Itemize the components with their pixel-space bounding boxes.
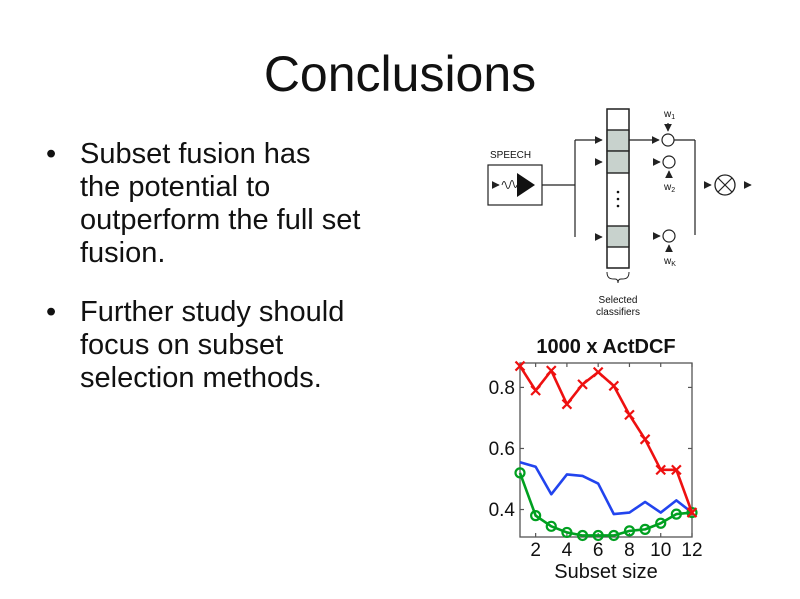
weight-label-2: w2 (663, 182, 675, 194)
marker-x (592, 366, 604, 378)
marker-o (608, 529, 620, 542)
y-tick-label: 0.6 (489, 439, 515, 460)
x-tick-label: 12 (681, 540, 702, 561)
bullet-list: • Subset fusion has the potential to out… (46, 138, 466, 421)
series-red-x (518, 365, 694, 514)
x-tick-label: 10 (650, 540, 671, 561)
marker-o (592, 529, 604, 542)
brace (606, 271, 630, 284)
x-tick-label: 8 (624, 540, 635, 561)
bullet-text: Subset fusion has the potential to outpe… (80, 138, 361, 269)
chart-xlabel: Subset size (554, 561, 657, 583)
weight-node-1 (661, 133, 675, 147)
marker-x (577, 379, 588, 390)
series-blue-line (519, 460, 693, 516)
bullet-marker: • (46, 296, 57, 328)
speech-label: SPEECH (490, 150, 531, 161)
marker-o (576, 529, 589, 542)
marker-o (686, 506, 698, 519)
series-green-o (518, 472, 693, 537)
waveform-squiggle (501, 180, 518, 189)
marker-o (514, 467, 526, 479)
marker-x (624, 409, 635, 421)
marker-x (545, 365, 557, 376)
marker-x (686, 507, 698, 518)
y-tick-label: 0.8 (489, 378, 515, 399)
weight-node-k (662, 229, 676, 243)
x-tick-label: 2 (530, 540, 541, 561)
marker-o (623, 525, 636, 537)
fusion-diagram: SPEECH w1 w2 wK Selected classifiers (487, 108, 752, 318)
marker-o (670, 508, 682, 520)
marker-o (561, 526, 573, 539)
bullet-marker: • (46, 138, 57, 170)
bullet-item: • Further study should focus on subset s… (46, 296, 466, 395)
marker-x (608, 380, 620, 392)
bullet-item: • Subset fusion has the potential to out… (46, 138, 466, 270)
marker-x (530, 385, 541, 396)
classifier-stack (606, 108, 630, 269)
marker-x (561, 398, 573, 410)
stack-caption: Selected classifiers (596, 295, 640, 318)
weight-node-2 (662, 155, 676, 169)
marker-x (655, 464, 667, 476)
marker-o (655, 517, 667, 529)
x-tick-label: 4 (562, 540, 573, 561)
slide-title: Conclusions (263, 46, 537, 102)
x-tick-label: 6 (593, 540, 604, 561)
bullet-text: Further study should focus on subset sel… (80, 296, 345, 394)
marker-o (639, 523, 651, 535)
marker-x (514, 360, 526, 372)
marker-x (671, 464, 682, 476)
y-tick-label: 0.4 (489, 500, 516, 521)
chart-title: 1000 x ActDCF (536, 336, 675, 358)
axis-box (519, 362, 693, 538)
weight-label-k: wK (663, 256, 676, 268)
waveform-blob (517, 173, 535, 197)
marker-o (545, 520, 557, 532)
ellipsis-dots (616, 190, 620, 208)
actdcf-chart: 1000 x ActDCF 2 4 6 8 10 12 0.4 0.6 0.8 Subset s… (489, 336, 703, 583)
multiplier-icon (714, 174, 736, 196)
chart-plot-area: 2 4 6 8 10 12 0.4 0.6 0.8 (489, 360, 703, 561)
weight-label-1: w1 (663, 109, 675, 121)
marker-x (639, 434, 651, 445)
marker-o (530, 510, 542, 522)
